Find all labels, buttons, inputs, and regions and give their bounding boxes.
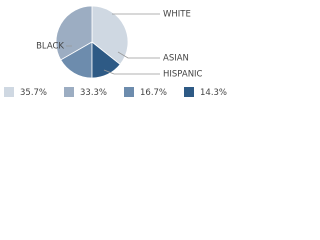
legend-label: 35.7% xyxy=(20,88,47,98)
chart: WHITE BLACK HISPANIC ASIAN 35.7% 33.3% 16.… xyxy=(4,5,227,98)
pie-slice xyxy=(91,5,129,65)
leader-line xyxy=(103,69,160,75)
legend-label: 33.3% xyxy=(80,88,107,98)
legend-swatch xyxy=(184,87,194,97)
legend-swatch xyxy=(124,87,134,97)
legend-swatch xyxy=(4,87,14,97)
slice-label: WHITE xyxy=(163,10,191,20)
legend-swatch xyxy=(64,87,74,97)
slice-label: BLACK xyxy=(36,42,64,52)
leader-line xyxy=(117,51,160,59)
pie-slice xyxy=(91,41,121,79)
pie xyxy=(55,5,129,79)
pie-slice xyxy=(55,5,93,61)
slice-label: ASIAN xyxy=(163,54,189,64)
legend-label: 14.3% xyxy=(200,88,227,98)
slice-label: HISPANIC xyxy=(163,70,203,80)
legend-label: 16.7% xyxy=(140,88,167,98)
